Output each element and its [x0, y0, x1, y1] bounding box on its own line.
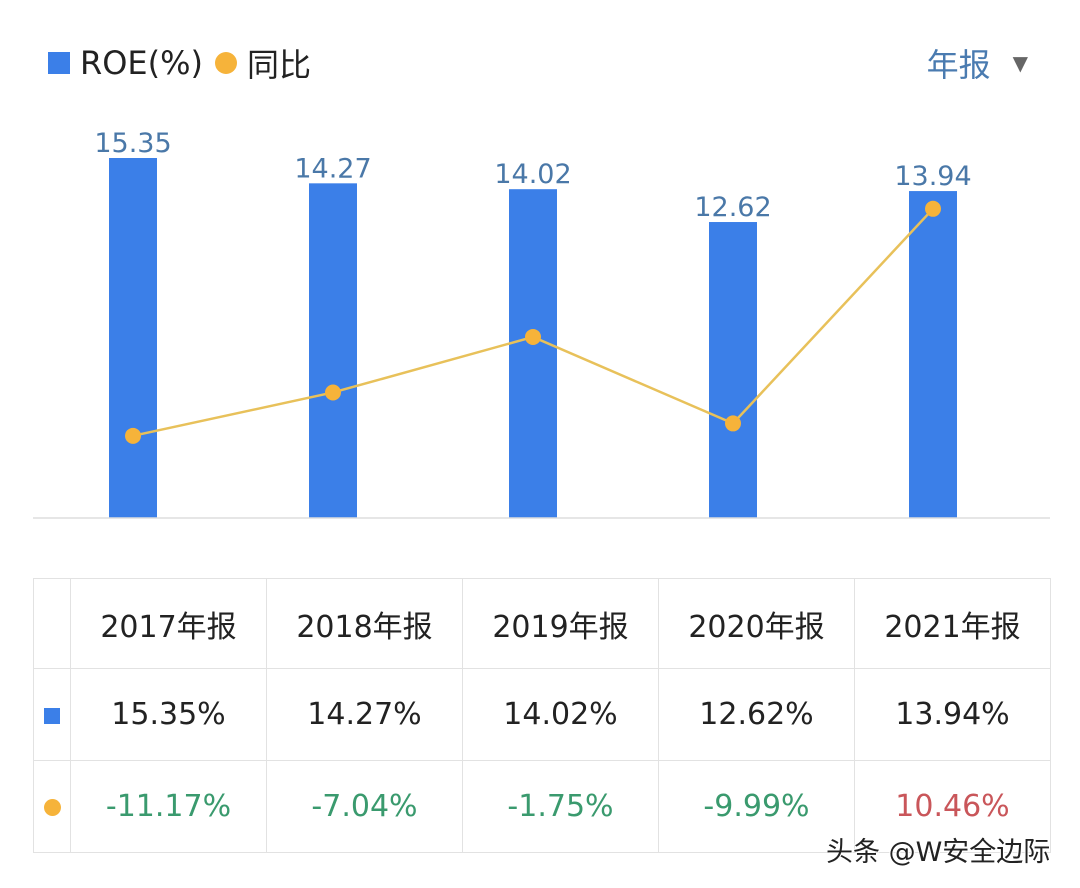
- roe-data-label: 12.62: [694, 192, 771, 223]
- header-cell: 2021年报: [854, 578, 1051, 669]
- header-cell: 2017年报: [70, 578, 267, 669]
- yoy-cell: -1.75%: [462, 760, 659, 853]
- period-selector[interactable]: 年报 ▼: [927, 40, 1028, 86]
- yoy-point: [725, 415, 741, 432]
- legend-roe-label: ROE(%): [80, 44, 204, 82]
- table-header-row: 2017年报 2018年报 2019年报 2020年报 2021年报: [33, 578, 1051, 669]
- roe-chart: 15.35 14.27 14.02 12.62 13.94: [33, 128, 1050, 519]
- header-cell: 2020年报: [658, 578, 855, 669]
- yoy-cell: 10.46%: [854, 760, 1051, 853]
- yoy-point: [525, 328, 541, 345]
- yoy-cell: -7.04%: [266, 760, 463, 853]
- roe-data-label: 13.94: [894, 161, 971, 192]
- roe-square-icon: [44, 708, 60, 724]
- roe-bar: [709, 222, 757, 518]
- header-cell: 2019年报: [462, 578, 659, 669]
- data-table: 2017年报 2018年报 2019年报 2020年报 2021年报 15.35…: [33, 578, 1051, 853]
- roe-cell: 13.94%: [854, 668, 1051, 761]
- roe-cell: 14.27%: [266, 668, 463, 761]
- roe-cell: 12.62%: [658, 668, 855, 761]
- roe-data-label: 14.27: [294, 153, 371, 184]
- yoy-point: [125, 427, 141, 444]
- yoy-point: [325, 384, 341, 401]
- roe-bar: [909, 191, 957, 518]
- yoy-row: -11.17% -7.04% -1.75% -9.99% 10.46%: [33, 760, 1051, 853]
- roe-cell: 15.35%: [70, 668, 267, 761]
- legend: ROE(%) 同比: [48, 40, 311, 86]
- triangle-down-icon: ▼: [1012, 51, 1028, 75]
- roe-bar: [309, 183, 357, 519]
- roe-data-label: 14.02: [494, 159, 571, 190]
- header-cell: 2018年报: [266, 578, 463, 669]
- yoy-cell: -11.17%: [70, 760, 267, 853]
- roe-data-label: 15.35: [94, 128, 171, 159]
- roe-row: 15.35% 14.27% 14.02% 12.62% 13.94%: [33, 668, 1051, 761]
- roe-bar: [109, 158, 157, 518]
- roe-bar: [509, 189, 557, 518]
- period-label: 年报: [926, 46, 991, 84]
- yoy-point: [925, 200, 941, 217]
- legend-yoy-label: 同比: [247, 46, 312, 84]
- watermark: 头条 @W安全边际: [826, 837, 1051, 868]
- yoy-cell: -9.99%: [658, 760, 855, 853]
- yoy-legend-dot-icon: [215, 52, 238, 74]
- roe-cell: 14.02%: [462, 668, 659, 761]
- yoy-dot-icon: [43, 799, 61, 816]
- roe-legend-square-icon: [48, 52, 70, 74]
